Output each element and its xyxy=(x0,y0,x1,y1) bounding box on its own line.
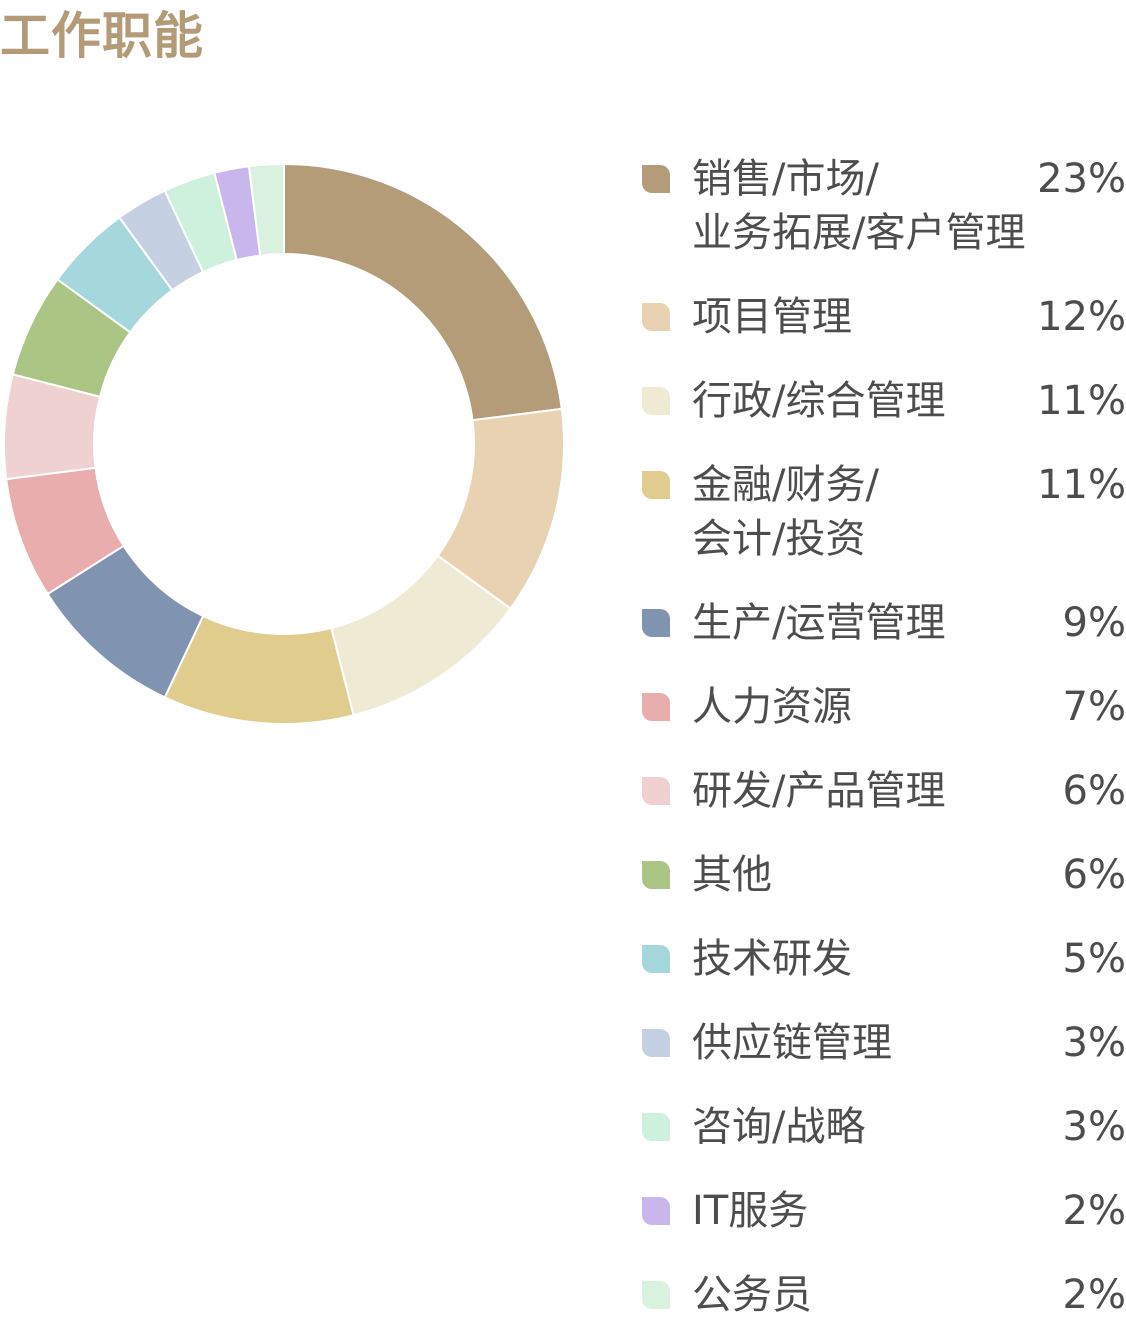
legend-swatch xyxy=(642,1281,670,1309)
legend-label: 生产/运营管理 xyxy=(692,600,946,646)
legend-label: 研发/产品管理 xyxy=(692,768,946,814)
legend-percent: 12% xyxy=(1037,294,1126,340)
legend-percent: 9% xyxy=(1062,600,1126,646)
legend-label: 其他 xyxy=(692,852,772,898)
legend-swatch xyxy=(642,165,670,193)
legend-swatch xyxy=(642,387,670,415)
legend-percent: 6% xyxy=(1062,852,1126,898)
legend-label: IT服务 xyxy=(692,1188,809,1234)
chart-title: 工作职能 xyxy=(0,7,204,65)
legend-label: 人力资源 xyxy=(692,684,852,730)
legend-swatch xyxy=(642,609,670,637)
legend-swatch xyxy=(642,303,670,331)
legend-label: 供应链管理 xyxy=(692,1020,892,1066)
legend-swatch xyxy=(642,471,670,499)
donut-slice xyxy=(283,162,563,422)
legend-swatch xyxy=(642,861,670,889)
legend-percent: 2% xyxy=(1062,1188,1126,1234)
legend-swatch xyxy=(642,945,670,973)
legend-swatch xyxy=(642,1029,670,1057)
legend-swatch xyxy=(642,693,670,721)
legend-label: 金融/财务/会计/投资 xyxy=(692,462,879,562)
legend-swatch xyxy=(642,777,670,805)
legend-percent: 3% xyxy=(1062,1020,1126,1066)
legend-label: 行政/综合管理 xyxy=(692,378,946,424)
donut-slice xyxy=(247,162,285,257)
legend-label: 技术研发 xyxy=(692,936,852,982)
legend-percent: 11% xyxy=(1037,462,1126,508)
legend-label: 项目管理 xyxy=(692,294,852,340)
legend-label: 咨询/战略 xyxy=(692,1104,866,1150)
legend-percent: 3% xyxy=(1062,1104,1126,1150)
legend-label: 销售/市场/业务拓展/客户管理 xyxy=(692,156,1026,256)
legend-percent: 5% xyxy=(1062,936,1126,982)
legend-percent: 2% xyxy=(1062,1272,1126,1318)
legend-percent: 23% xyxy=(1037,156,1126,202)
legend-label: 公务员 xyxy=(692,1272,812,1318)
legend-percent: 6% xyxy=(1062,768,1126,814)
legend-swatch xyxy=(642,1197,670,1225)
legend-swatch xyxy=(642,1113,670,1141)
donut-chart xyxy=(3,162,565,725)
legend-percent: 11% xyxy=(1037,378,1126,424)
legend-percent: 7% xyxy=(1062,684,1126,730)
